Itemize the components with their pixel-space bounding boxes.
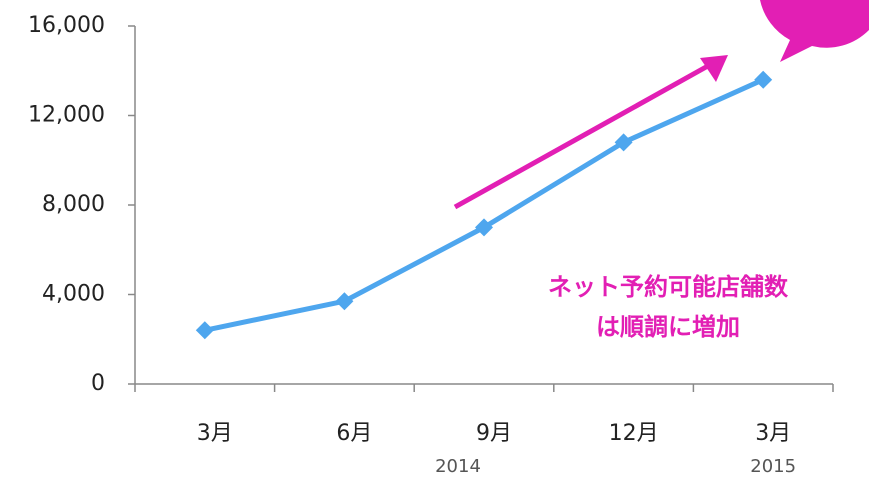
y-tick-label: 8,000: [42, 192, 105, 217]
year-label: 2015: [750, 456, 796, 477]
annotation: は順調に増加: [596, 313, 740, 341]
y-tick-label: 0: [91, 371, 105, 396]
data-point: [754, 70, 773, 89]
data-point: [195, 321, 214, 340]
trend-arrow-head: [700, 55, 728, 82]
data-point: [335, 292, 354, 311]
speech-bubble: [760, 0, 869, 62]
x-tick-label: 3月: [755, 421, 791, 446]
x-tick-label: 6月: [336, 421, 372, 446]
y-tick-label: 16,000: [28, 13, 105, 38]
x-tick-label: 3月: [197, 421, 233, 446]
x-tick-label: 12月: [609, 421, 659, 446]
y-tick-label: 12,000: [28, 103, 105, 128]
trend-arrow: [453, 59, 717, 210]
annotation: ネット予約可能店舗数: [548, 273, 789, 301]
y-tick-label: 4,000: [42, 282, 105, 307]
x-tick-label: 9月: [476, 421, 512, 446]
data-point: [614, 133, 633, 152]
year-label: 2014: [435, 456, 481, 477]
data-point: [475, 218, 493, 237]
